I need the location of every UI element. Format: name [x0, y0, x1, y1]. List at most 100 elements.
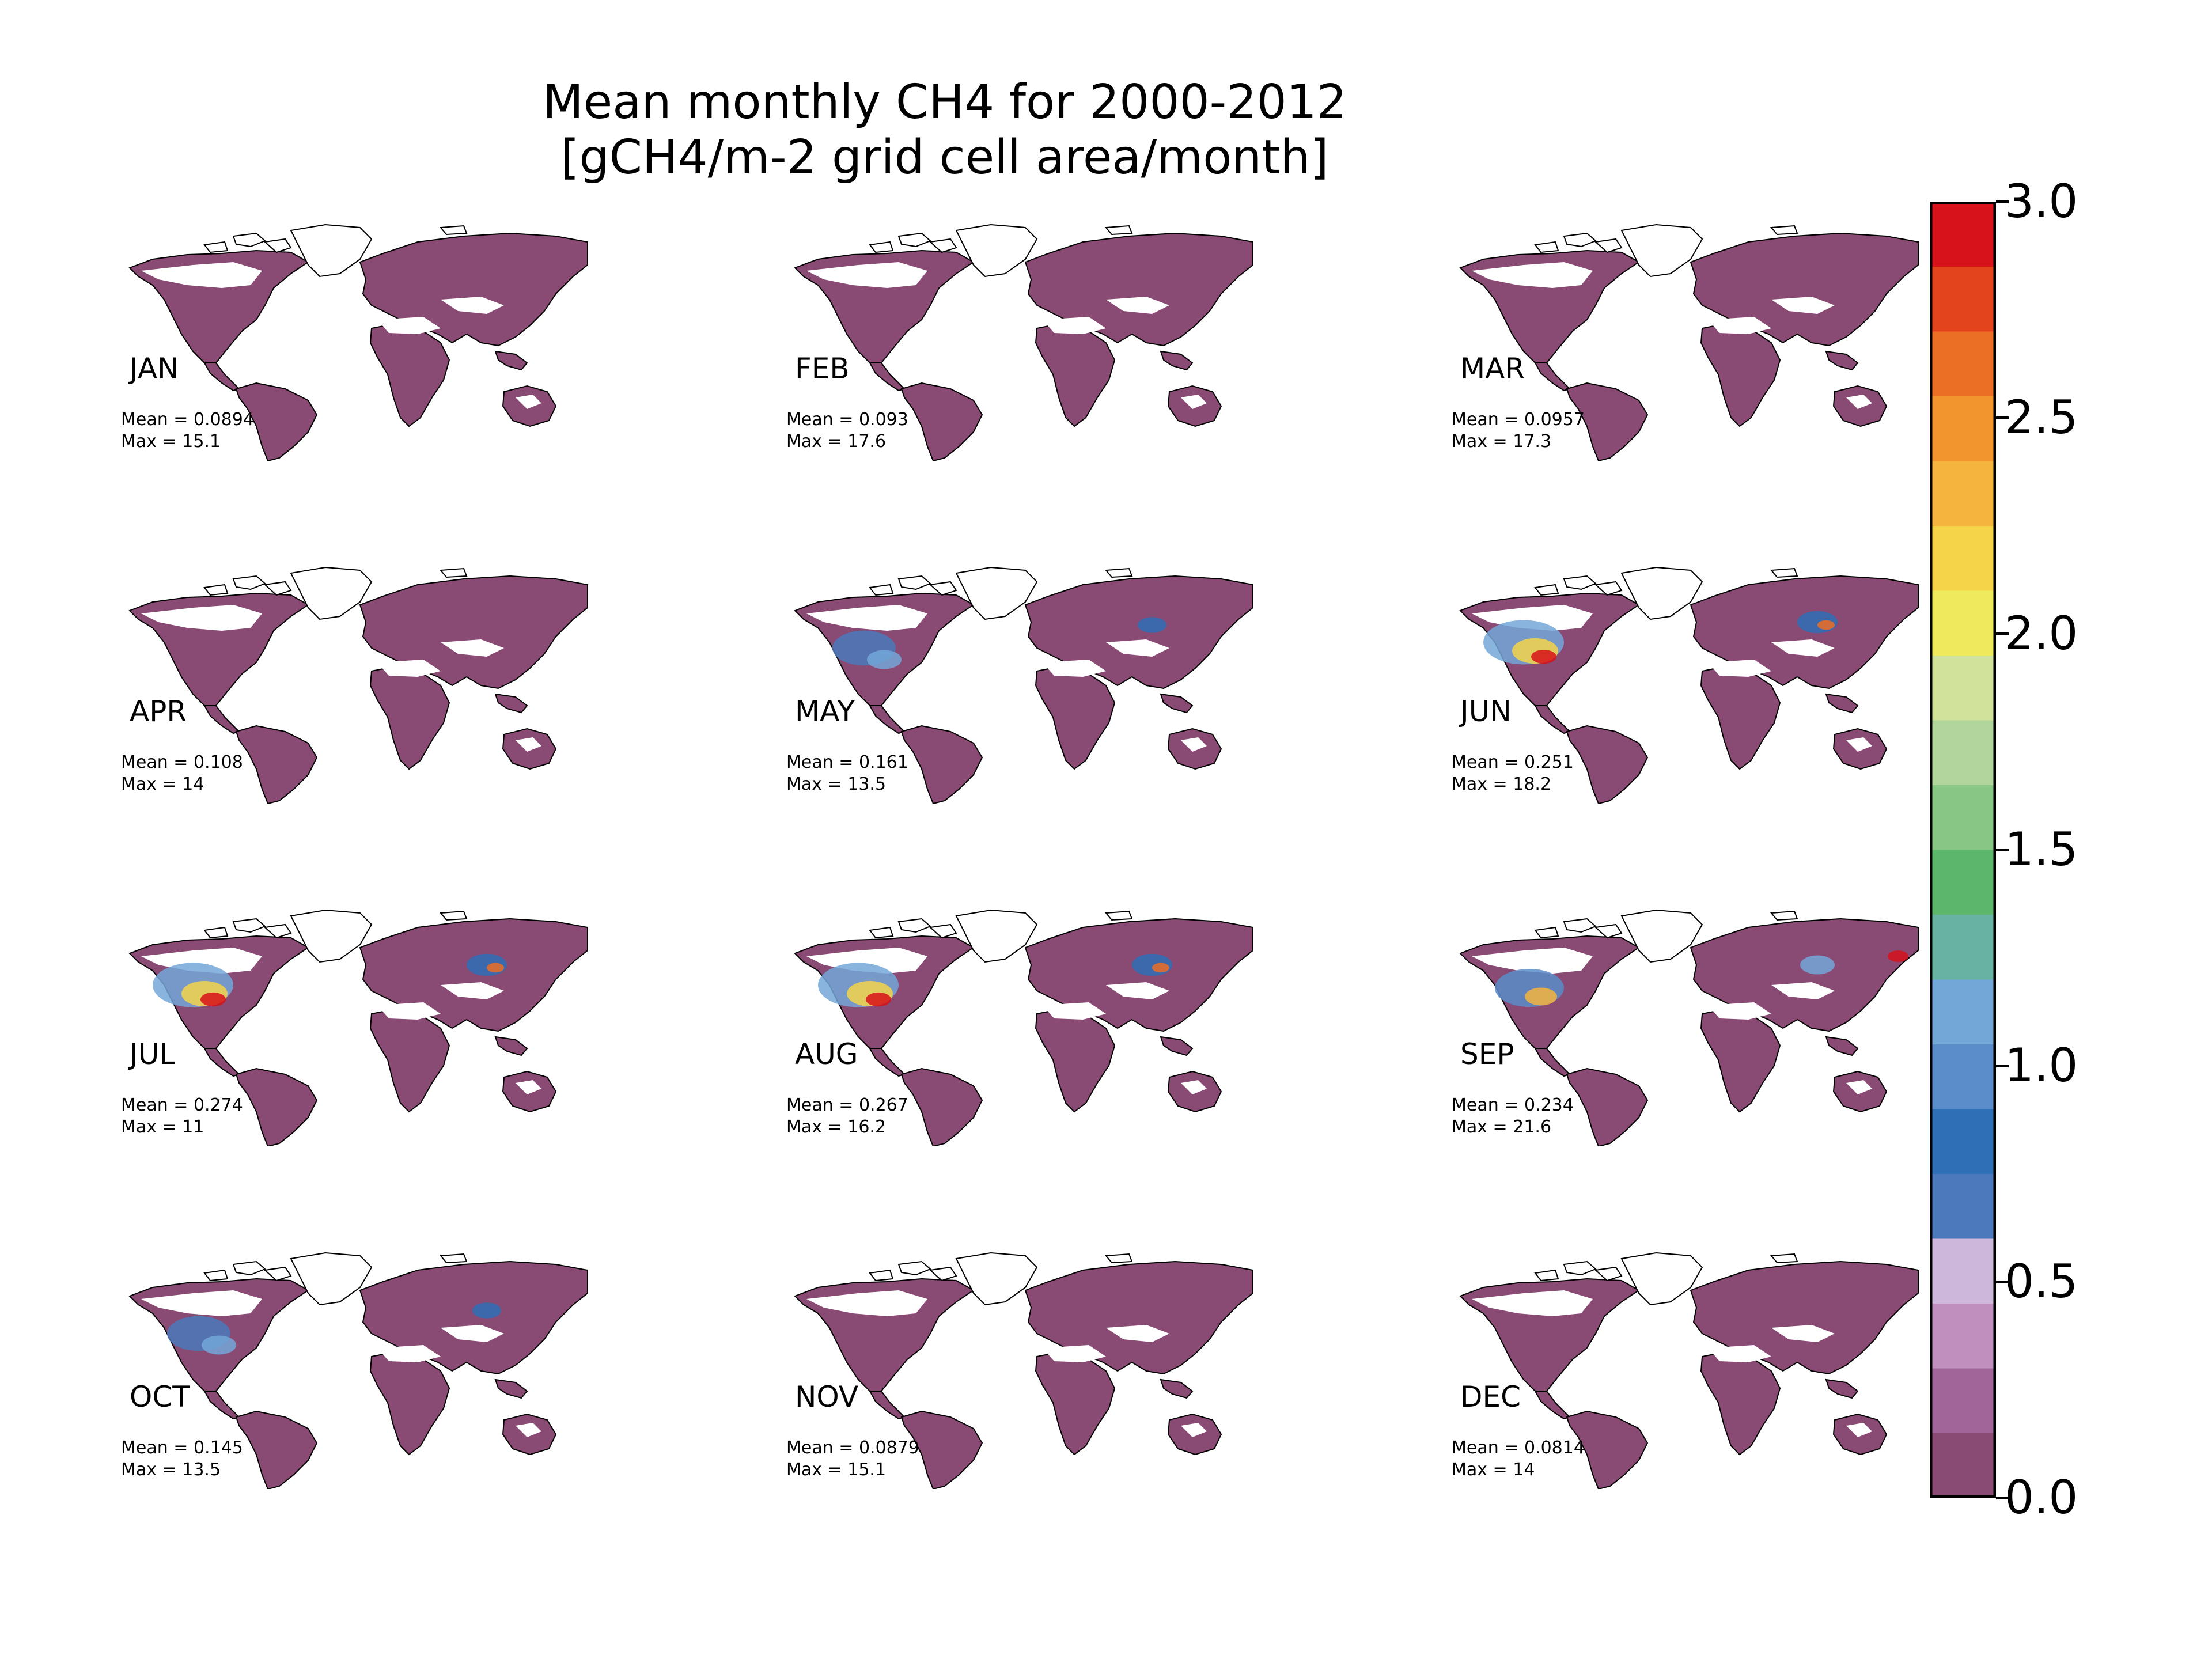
landmass-southAmerica — [900, 1067, 983, 1146]
no-data-area — [377, 317, 441, 334]
colorbar-tick-mark — [1996, 200, 2009, 203]
arctic-island — [869, 926, 894, 939]
no-data-area — [1043, 317, 1106, 334]
panel-stats: Mean = 0.0894 Max = 15.1 — [121, 409, 254, 453]
max-value: Max = 14 — [121, 774, 204, 794]
arctic-island — [1770, 910, 1798, 921]
landmass-seAsia — [1825, 1378, 1859, 1399]
panel-stats: Mean = 0.145 Max = 13.5 — [121, 1437, 243, 1481]
landmass-seAsia — [1160, 350, 1194, 371]
colorbar-tick-label: 2.5 — [2005, 391, 2078, 444]
no-data-area — [1181, 737, 1207, 752]
arctic-island — [439, 567, 468, 578]
title-line-2: [gCH4/m-2 grid cell area/month] — [560, 130, 1329, 185]
month-label: NOV — [795, 1380, 859, 1414]
month-label: OCT — [130, 1380, 190, 1414]
arctic-island — [897, 918, 931, 933]
figure-title: Mean monthly CH4 for 2000-2012 [gCH4/m-2… — [311, 75, 1578, 185]
no-data-area — [441, 297, 504, 314]
panel-stats: Mean = 0.0957 Max = 17.3 — [1452, 409, 1585, 453]
no-data-area — [1846, 737, 1872, 752]
panel-stats: Mean = 0.0814 Max = 14 — [1452, 1437, 1585, 1481]
no-data-area — [1771, 639, 1835, 657]
no-data-area — [1708, 1002, 1771, 1020]
mean-value: Mean = 0.161 — [786, 752, 908, 772]
arctic-island — [263, 581, 292, 596]
landmass-southAmerica — [1566, 1410, 1649, 1489]
landmass-centralAmerica — [869, 1048, 906, 1077]
max-value: Max = 14 — [1452, 1460, 1535, 1480]
arctic-island — [232, 918, 266, 933]
no-data-area — [1771, 297, 1835, 314]
colorbar-tick-mark — [1996, 416, 2009, 419]
colorbar-tick-label: 1.0 — [2005, 1039, 2078, 1092]
arctic-island — [929, 1266, 957, 1282]
arctic-island — [1770, 225, 1798, 236]
world-map — [1459, 909, 1919, 1146]
landmass-greenland — [290, 1252, 373, 1306]
no-data-area — [1181, 1423, 1207, 1437]
landmass-centralAmerica — [869, 362, 906, 392]
landmass-centralAmerica — [203, 1391, 240, 1420]
colorbar-segment — [1930, 202, 1996, 267]
emission-hotspot — [472, 1302, 501, 1319]
no-data-area — [806, 262, 927, 288]
world-map — [794, 566, 1253, 804]
arctic-island — [897, 575, 931, 590]
colorbar-segment — [1930, 720, 1996, 785]
map-panel-mar: MAR Mean = 0.0957 Max = 17.3 — [1449, 219, 1921, 461]
colorbar-segment — [1930, 461, 1996, 526]
colorbar-segment — [1930, 331, 1996, 396]
landmass-seAsia — [1825, 1036, 1859, 1056]
no-data-area — [516, 1080, 541, 1094]
landmass-seAsia — [1825, 693, 1859, 714]
landmass-seAsia — [494, 1378, 528, 1399]
colorbar-tick-mark — [1996, 849, 2009, 851]
max-value: Max = 15.1 — [786, 1460, 887, 1480]
colorbar-frame — [1930, 202, 1996, 1498]
arctic-island — [1534, 1269, 1559, 1282]
arctic-island — [232, 575, 266, 590]
no-data-area — [1106, 982, 1169, 999]
colorbar-segment — [1930, 1044, 1996, 1109]
arctic-island — [897, 1260, 931, 1276]
landmass-centralAmerica — [869, 1391, 906, 1420]
arctic-island — [439, 1253, 468, 1264]
landmass-africa — [1035, 664, 1116, 770]
landmass-africa — [369, 1007, 450, 1113]
month-label: FEB — [795, 352, 850, 385]
landmass-seAsia — [1160, 1036, 1194, 1056]
world-map — [1459, 1252, 1919, 1489]
mean-value: Mean = 0.0879 — [786, 1438, 919, 1458]
colorbar-segment — [1930, 525, 1996, 591]
colorbar-tick-label: 0.5 — [2005, 1255, 2078, 1308]
arctic-island — [869, 584, 894, 596]
map-panel-dec: DEC Mean = 0.0814 Max = 14 — [1449, 1247, 1921, 1489]
emission-hotspot — [1525, 987, 1557, 1006]
emission-hotspot — [866, 992, 891, 1007]
panel-stats: Mean = 0.0879 Max = 15.1 — [786, 1437, 919, 1481]
no-data-area — [1708, 660, 1771, 677]
world-map — [128, 909, 588, 1146]
colorbar-tick-label: 3.0 — [2005, 175, 2078, 228]
colorbar-segment — [1930, 1173, 1996, 1239]
panel-stats: Mean = 0.161 Max = 13.5 — [786, 752, 908, 796]
no-data-area — [1106, 1325, 1169, 1342]
no-data-area — [1181, 395, 1207, 409]
no-data-area — [1472, 1290, 1593, 1316]
arctic-island — [1594, 1266, 1623, 1282]
month-label: MAY — [795, 695, 855, 728]
colorbar-segment — [1930, 914, 1996, 980]
no-data-area — [1472, 948, 1593, 974]
month-label: AUG — [795, 1037, 858, 1071]
no-data-area — [441, 1325, 504, 1342]
landmass-greenland — [290, 909, 373, 963]
arctic-island — [232, 1260, 266, 1276]
emission-hotspot — [200, 992, 226, 1007]
panel-stats: Mean = 0.108 Max = 14 — [121, 752, 243, 796]
mean-value: Mean = 0.274 — [121, 1095, 243, 1115]
arctic-island — [439, 910, 468, 921]
colorbar-segment — [1930, 1368, 1996, 1433]
emission-hotspot — [1888, 950, 1908, 962]
colorbar-segment — [1930, 979, 1996, 1044]
